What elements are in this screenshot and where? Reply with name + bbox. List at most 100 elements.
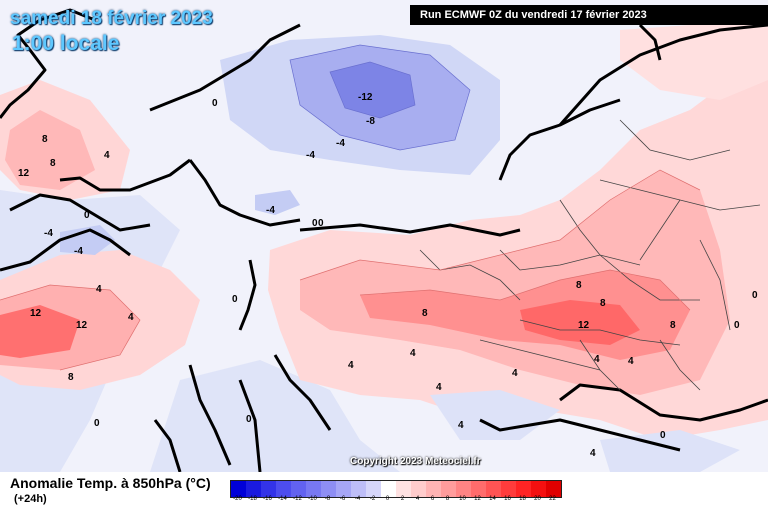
- cold-zone-north-core: [330, 62, 415, 118]
- color-scale-swatch: [246, 481, 261, 497]
- contour-label: 0: [212, 98, 218, 109]
- contour-label: 0: [84, 210, 90, 221]
- color-scale-swatch: [366, 481, 381, 497]
- color-scale-tick: 14: [489, 496, 496, 502]
- contour-label: 12: [76, 320, 88, 331]
- color-scale-tick: -2: [369, 496, 376, 502]
- contour-labels: -12 -8 -4 -4 -4 -4 -4 0 0 0 0 0 0 0 0 8 …: [18, 92, 758, 459]
- contour-label: 12: [18, 168, 30, 179]
- color-scale-tick: -14: [278, 496, 287, 502]
- color-scale-tick: -18: [248, 496, 257, 502]
- color-scale-swatch: [546, 481, 561, 497]
- color-scale-tick: -16: [263, 496, 272, 502]
- contour-label: 4: [458, 420, 464, 431]
- contour-label: 12: [578, 320, 590, 331]
- forecast-date: samedi 18 février 2023: [10, 8, 213, 29]
- color-scale-swatch: [306, 481, 321, 497]
- contour-label: 8: [50, 158, 56, 169]
- warm-zone-europe-peak: [520, 300, 640, 345]
- color-scale-tick: 18: [519, 496, 526, 502]
- lead-time-label: (+24h): [14, 493, 47, 505]
- color-scale: -20 -18 -16 -14 -12 -10 -8 -6 -4 -2 0 2 4 6 8 10 12 14 16 1…: [230, 480, 562, 502]
- warm-zone-greenland-core: [5, 110, 95, 190]
- contour-label: -4: [44, 228, 53, 239]
- contour-label: 0: [232, 294, 238, 305]
- color-scale-swatch: [471, 481, 486, 497]
- warm-zone-atlantic-core: [0, 305, 80, 358]
- coastlines: [0, 8, 768, 472]
- color-scale-swatch: [411, 481, 426, 497]
- color-scale-tick: 20: [534, 496, 541, 502]
- model-run-banner: Run ECMWF 0Z du vendredi 17 février 2023: [410, 5, 768, 25]
- contour-label: 0: [752, 290, 758, 301]
- color-scale-tick: 0: [385, 496, 390, 502]
- color-scale-tick: 16: [504, 496, 511, 502]
- contour-label: 4: [128, 312, 134, 323]
- contour-label: 8: [68, 372, 74, 383]
- contour-label: 4: [594, 354, 600, 365]
- cold-zone-levant: [600, 430, 740, 472]
- color-scale-swatch: [531, 481, 546, 497]
- color-scale-swatch: [456, 481, 471, 497]
- color-scale-tick: -8: [324, 496, 331, 502]
- contour-label: 8: [42, 134, 48, 145]
- contour-label: 4: [628, 356, 634, 367]
- cold-contours: [289, 44, 471, 151]
- cold-zone-labrador: [60, 225, 115, 255]
- contour-label: -4: [306, 150, 315, 161]
- contour-label: 12: [30, 308, 42, 319]
- color-scale-swatch: [516, 481, 531, 497]
- color-scale-swatch: [396, 481, 411, 497]
- color-scale-tick: 4: [415, 496, 420, 502]
- cold-band-south: [150, 360, 400, 472]
- cold-zone-mediterranean: [430, 390, 560, 440]
- contour-label: -8: [366, 116, 375, 127]
- color-scale-swatch: [501, 481, 516, 497]
- forecast-time: 1:00 locale: [12, 32, 120, 55]
- color-scale-tick: -4: [354, 496, 361, 502]
- contour-label: 0: [318, 218, 324, 229]
- color-scale-labels: -20 -18 -16 -14 -12 -10 -8 -6 -4 -2 0 2 4 6 8 10 12 14 16 1…: [230, 496, 560, 506]
- color-scale-swatches: [230, 480, 562, 498]
- color-scale-tick: 2: [400, 496, 405, 502]
- contour-label: -4: [336, 138, 345, 149]
- color-scale-tick: 10: [459, 496, 466, 502]
- contour-label: 8: [422, 308, 428, 319]
- contour-label: 0: [94, 418, 100, 429]
- color-scale-swatch: [321, 481, 336, 497]
- contour-label: 4: [436, 382, 442, 393]
- color-scale-swatch: [486, 481, 501, 497]
- copyright-notice: Copyright 2023 Meteociel.fr: [350, 456, 481, 467]
- color-scale-swatch: [261, 481, 276, 497]
- color-scale-swatch: [276, 481, 291, 497]
- cold-zone-iceland: [255, 190, 300, 215]
- contour-label: -12: [358, 92, 373, 103]
- contour-label: -4: [74, 246, 83, 257]
- color-scale-swatch: [441, 481, 456, 497]
- contour-label: 4: [590, 448, 596, 459]
- contour-label: 4: [104, 150, 110, 161]
- contour-label: 8: [670, 320, 676, 331]
- color-scale-tick: -6: [339, 496, 346, 502]
- contour-label: -4: [266, 205, 275, 216]
- color-scale-swatch: [351, 481, 366, 497]
- color-scale-swatch: [336, 481, 351, 497]
- color-scale-tick: 8: [445, 496, 450, 502]
- contour-label: 0: [660, 430, 666, 441]
- warm-zone-east: [620, 20, 768, 100]
- color-scale-tick: -12: [293, 496, 302, 502]
- color-scale-swatch: [426, 481, 441, 497]
- contour-label: 0: [312, 218, 318, 229]
- contour-label: 8: [600, 298, 606, 309]
- color-scale-tick: -10: [308, 496, 317, 502]
- contour-label: 4: [410, 348, 416, 359]
- color-scale-tick: 12: [474, 496, 481, 502]
- color-scale-swatch: [291, 481, 306, 497]
- color-scale-swatch: [381, 481, 396, 497]
- anomaly-map: -12 -8 -4 -4 -4 -4 -4 0 0 0 0 0 0 0 0 8 …: [0, 0, 768, 472]
- color-scale-swatch: [231, 481, 246, 497]
- color-scale-tick: 6: [430, 496, 435, 502]
- parameter-label: Anomalie Temp. à 850hPa (°C): [10, 475, 211, 491]
- contour-label: 4: [96, 284, 102, 295]
